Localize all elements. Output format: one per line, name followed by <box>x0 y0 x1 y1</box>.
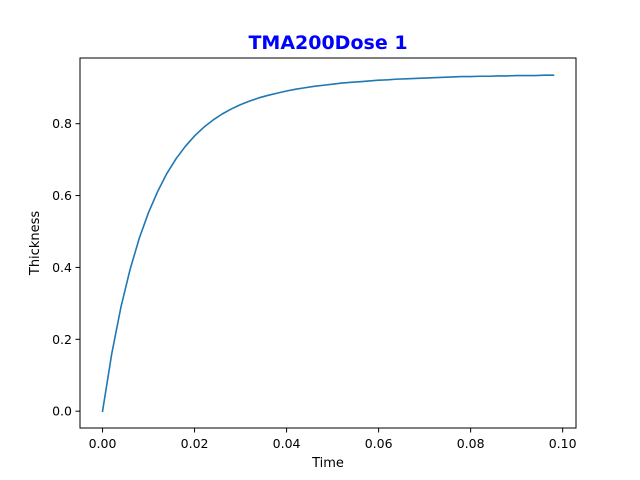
series-line <box>101 74 555 413</box>
chart-title: TMA200Dose 1 <box>248 32 407 54</box>
x-tick-label: 0.08 <box>457 436 485 451</box>
y-tick-label: 0.6 <box>52 188 72 203</box>
x-tick-label: 0.00 <box>89 436 117 451</box>
y-axis-label: Thickness <box>28 211 43 276</box>
x-tick-label: 0.06 <box>365 436 393 451</box>
y-tick-label: 0.0 <box>52 404 72 419</box>
y-tick-label: 0.2 <box>52 332 72 347</box>
x-tick-label: 0.02 <box>181 436 209 451</box>
y-tick-label: 0.8 <box>52 116 72 131</box>
y-tick-label: 0.4 <box>52 260 72 275</box>
x-axis: 0.00 0.02 0.04 0.06 0.08 0.10 <box>89 428 577 451</box>
x-tick-label: 0.04 <box>273 436 301 451</box>
y-axis: 0.0 0.2 0.4 0.6 0.8 <box>52 116 80 419</box>
x-axis-label: Time <box>311 456 344 471</box>
plot-frame <box>79 57 577 429</box>
x-tick-label: 0.10 <box>549 436 577 451</box>
plot-area <box>101 74 555 413</box>
